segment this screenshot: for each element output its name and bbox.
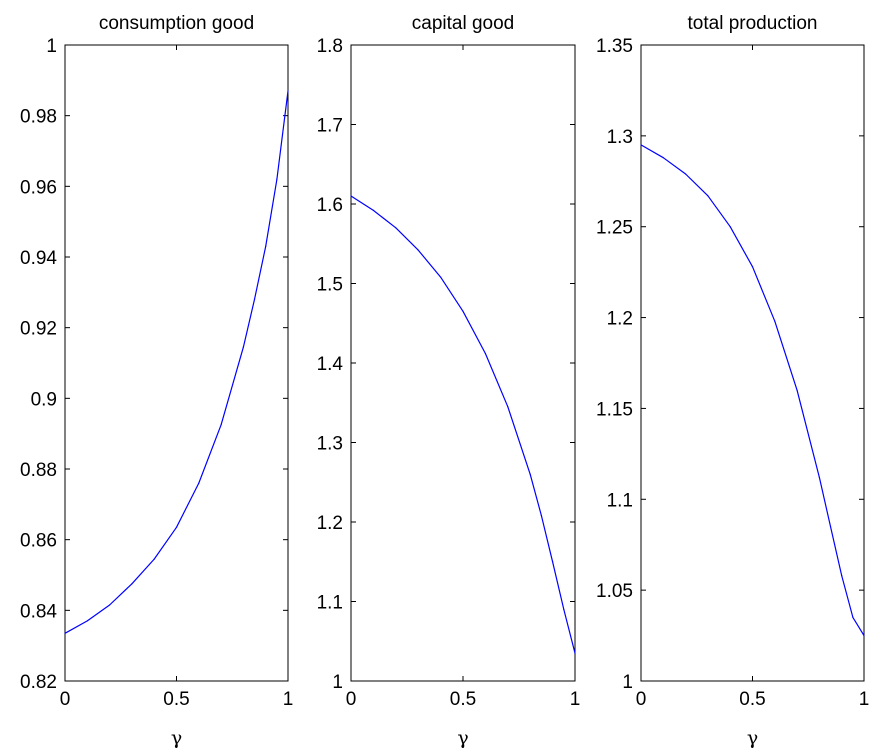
- x-tick-label: 0.5: [163, 689, 189, 710]
- data-point: [540, 515, 543, 517]
- data-point: [640, 144, 642, 146]
- y-tick-label: 1.05: [596, 581, 633, 602]
- data-point: [818, 476, 821, 479]
- data-point: [395, 227, 397, 229]
- data-point: [574, 652, 576, 654]
- y-tick-label: 1.7: [317, 116, 343, 137]
- data-point: [86, 620, 88, 622]
- y-tick-label: 1.1: [607, 490, 633, 511]
- y-tick-label: 1: [622, 672, 633, 693]
- data-point: [507, 406, 509, 408]
- y-tick-label: 1: [46, 36, 57, 57]
- x-axis-label: γ: [457, 727, 468, 749]
- data-point: [796, 389, 798, 391]
- data-point: [372, 209, 374, 211]
- data-point: [841, 575, 843, 577]
- data-point: [175, 526, 178, 528]
- subplot-3: total production 1 1.05 1.1 1.15 1.2 1.25 1.3 1.…: [596, 13, 869, 749]
- y-tick-label: 1.25: [596, 218, 633, 239]
- y-tick-label: 0.86: [20, 531, 57, 552]
- y-tick-label: 0.96: [20, 177, 57, 198]
- data-point: [109, 604, 111, 606]
- data-point: [276, 178, 278, 180]
- y-tick-label: 1.35: [596, 36, 633, 57]
- data-point: [852, 616, 854, 619]
- data-point: [220, 424, 222, 426]
- data-point: [751, 266, 754, 268]
- data-point: [729, 226, 731, 228]
- x-axis-label: γ: [171, 727, 182, 749]
- plot-area: [350, 44, 576, 682]
- chart-title: consumption good: [99, 13, 254, 34]
- y-tick-label: 0.98: [20, 107, 57, 128]
- y-tick-label: 1.4: [317, 354, 344, 375]
- data-point: [350, 195, 352, 197]
- y-tick-label: 1.6: [317, 195, 343, 216]
- y-tick-label: 0.88: [20, 460, 57, 481]
- data-point: [131, 583, 133, 585]
- data-point: [774, 320, 776, 322]
- x-tick-label: 0.5: [450, 689, 476, 710]
- y-tick-label: 0.92: [20, 319, 57, 340]
- y-tick-label: 1.2: [317, 513, 343, 534]
- data-point: [829, 525, 832, 528]
- data-point: [552, 561, 554, 563]
- subplot-2: capital good 1 1.1 1.2 1.3 1.4 1.5 1.6 1.7 1.8 0 0.…: [317, 13, 581, 749]
- x-tick-label: 0: [346, 689, 357, 710]
- y-tick-label: 1.3: [607, 127, 633, 148]
- data-point: [265, 245, 267, 247]
- data-point: [462, 310, 464, 312]
- data-point: [242, 346, 244, 348]
- plot-area: [64, 44, 289, 682]
- x-tick-label: 1: [283, 689, 294, 710]
- y-tick-label: 0.9: [31, 389, 57, 410]
- data-point: [863, 634, 865, 637]
- y-tick-label: 1: [332, 672, 343, 693]
- y-tick-label: 1.1: [317, 593, 343, 614]
- data-point: [64, 632, 66, 634]
- data-point: [417, 249, 419, 251]
- data-point: [287, 90, 289, 92]
- y-tick-label: 0.84: [20, 601, 57, 622]
- x-tick-label: 0: [60, 689, 71, 710]
- subplot-1: consumption good 0.82 0.84 0.86 0.88 0.9 0.92 0…: [20, 13, 293, 749]
- data-point: [253, 298, 256, 300]
- data-point: [662, 157, 664, 159]
- y-tick-label: 1.8: [317, 36, 343, 57]
- plot-area: [640, 44, 865, 682]
- y-tick-label: 1.5: [317, 275, 343, 296]
- data-point: [153, 558, 155, 560]
- x-tick-label: 1: [570, 689, 581, 710]
- y-tick-label: 0.94: [20, 248, 57, 269]
- data-point: [563, 608, 565, 611]
- data-point: [484, 352, 486, 355]
- y-tick-label: 1.3: [317, 434, 343, 455]
- y-tick-label: 1.2: [607, 309, 633, 330]
- x-axis-label: γ: [747, 727, 758, 749]
- x-tick-label: 1: [859, 689, 869, 710]
- chart-title: capital good: [412, 13, 514, 34]
- chart-title: total production: [688, 13, 818, 34]
- y-tick-label: 1.15: [596, 399, 633, 420]
- data-point: [685, 173, 687, 175]
- data-point: [707, 195, 709, 197]
- x-tick-label: 0.5: [739, 689, 765, 710]
- data-point: [198, 482, 200, 484]
- data-point: [440, 276, 442, 278]
- x-tick-label: 0: [636, 689, 647, 710]
- y-tick-label: 0.82: [20, 672, 57, 693]
- data-point: [529, 473, 531, 475]
